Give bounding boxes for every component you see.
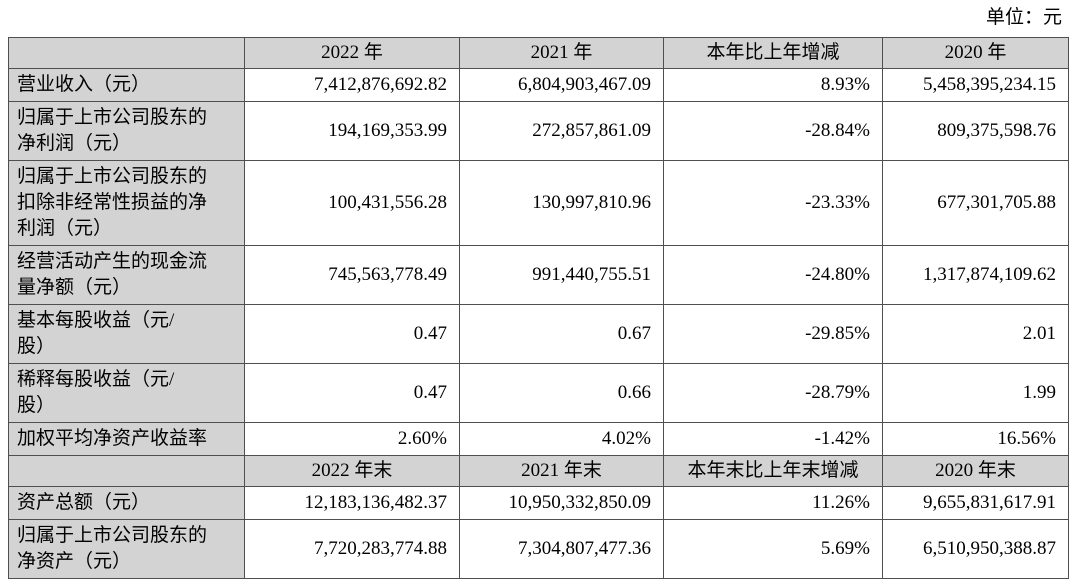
table-row-net-assets: 归属于上市公司股东的 净资产（元） 7,720,283,774.88 7,304…	[8, 519, 1069, 579]
annual-header-row: 2022 年 2021 年 本年比上年增减 2020 年	[8, 37, 1069, 69]
cell-2020: 16.56%	[882, 422, 1069, 456]
cell-2021: 7,304,807,477.36	[459, 519, 664, 579]
row-label: 加权平均净资产收益率	[8, 422, 245, 456]
cell-2022: 7,412,876,692.82	[244, 68, 460, 102]
unit-label: 单位：元	[985, 7, 1062, 28]
cell-2020: 1.99	[882, 363, 1069, 423]
cell-2021: 0.67	[459, 304, 664, 364]
financial-summary-table: 2022 年 2021 年 本年比上年增减 2020 年 营业收入（元） 7,4…	[8, 37, 1069, 579]
header-2020: 2020 年	[882, 37, 1069, 69]
cell-2022: 745,563,778.49	[244, 245, 460, 305]
row-label: 资产总额（元）	[8, 486, 245, 520]
header-year-end-change: 本年末比上年末增减	[663, 455, 883, 487]
empty-corner-cell	[8, 37, 245, 69]
row-label: 稀释每股收益（元/ 股）	[8, 363, 245, 423]
row-label: 经营活动产生的现金流 量净额（元）	[8, 245, 245, 305]
cell-2021: 6,804,903,467.09	[459, 68, 664, 102]
header-2022: 2022 年	[244, 37, 460, 69]
header-yoy-change: 本年比上年增减	[663, 37, 883, 69]
table-row-net-profit-excl-nonrecurring: 归属于上市公司股东的 扣除非经常性损益的净 利润（元） 100,431,556.…	[8, 160, 1069, 246]
cell-2020: 809,375,598.76	[882, 101, 1069, 161]
cell-2020: 9,655,831,617.91	[882, 486, 1069, 520]
cell-2022: 0.47	[244, 363, 460, 423]
table-row-weighted-avg-roe: 加权平均净资产收益率 2.60% 4.02% -1.42% 16.56%	[8, 422, 1069, 456]
table-row-net-profit: 归属于上市公司股东的 净利润（元） 194,169,353.99 272,857…	[8, 101, 1069, 161]
cell-2022: 0.47	[244, 304, 460, 364]
cell-change: -23.33%	[663, 160, 883, 246]
header-2021: 2021 年	[459, 37, 664, 69]
cell-2021: 10,950,332,850.09	[459, 486, 664, 520]
table-row-basic-eps: 基本每股收益（元/ 股） 0.47 0.67 -29.85% 2.01	[8, 304, 1069, 364]
cell-2021: 272,857,861.09	[459, 101, 664, 161]
row-label: 归属于上市公司股东的 扣除非经常性损益的净 利润（元）	[8, 160, 245, 246]
cell-2020: 6,510,950,388.87	[882, 519, 1069, 579]
empty-corner-cell	[8, 455, 245, 487]
cell-2022: 12,183,136,482.37	[244, 486, 460, 520]
cell-change: 11.26%	[663, 486, 883, 520]
cell-2021: 0.66	[459, 363, 664, 423]
row-label: 归属于上市公司股东的 净利润（元）	[8, 101, 245, 161]
cell-change: -28.79%	[663, 363, 883, 423]
cell-2021: 4.02%	[459, 422, 664, 456]
cell-2022: 7,720,283,774.88	[244, 519, 460, 579]
cell-2020: 677,301,705.88	[882, 160, 1069, 246]
cell-2020: 5,458,395,234.15	[882, 68, 1069, 102]
row-label: 基本每股收益（元/ 股）	[8, 304, 245, 364]
row-label: 归属于上市公司股东的 净资产（元）	[8, 519, 245, 579]
header-2021-end: 2021 年末	[459, 455, 664, 487]
table-row-revenue: 营业收入（元） 7,412,876,692.82 6,804,903,467.0…	[8, 68, 1069, 102]
cell-2020: 1,317,874,109.62	[882, 245, 1069, 305]
cell-2020: 2.01	[882, 304, 1069, 364]
table-row-operating-cash-flow: 经营活动产生的现金流 量净额（元） 745,563,778.49 991,440…	[8, 245, 1069, 305]
cell-change: -1.42%	[663, 422, 883, 456]
header-2022-end: 2022 年末	[244, 455, 460, 487]
cell-2021: 991,440,755.51	[459, 245, 664, 305]
cell-change: -29.85%	[663, 304, 883, 364]
cell-change: -24.80%	[663, 245, 883, 305]
cell-2022: 100,431,556.28	[244, 160, 460, 246]
table-row-diluted-eps: 稀释每股收益（元/ 股） 0.47 0.66 -28.79% 1.99	[8, 363, 1069, 423]
year-end-header-row: 2022 年末 2021 年末 本年末比上年末增减 2020 年末	[8, 455, 1069, 487]
cell-2021: 130,997,810.96	[459, 160, 664, 246]
row-label: 营业收入（元）	[8, 68, 245, 102]
cell-change: 5.69%	[663, 519, 883, 579]
header-2020-end: 2020 年末	[882, 455, 1069, 487]
cell-2022: 194,169,353.99	[244, 101, 460, 161]
table-row-total-assets: 资产总额（元） 12,183,136,482.37 10,950,332,850…	[8, 486, 1069, 520]
cell-change: 8.93%	[663, 68, 883, 102]
cell-2022: 2.60%	[244, 422, 460, 456]
cell-change: -28.84%	[663, 101, 883, 161]
